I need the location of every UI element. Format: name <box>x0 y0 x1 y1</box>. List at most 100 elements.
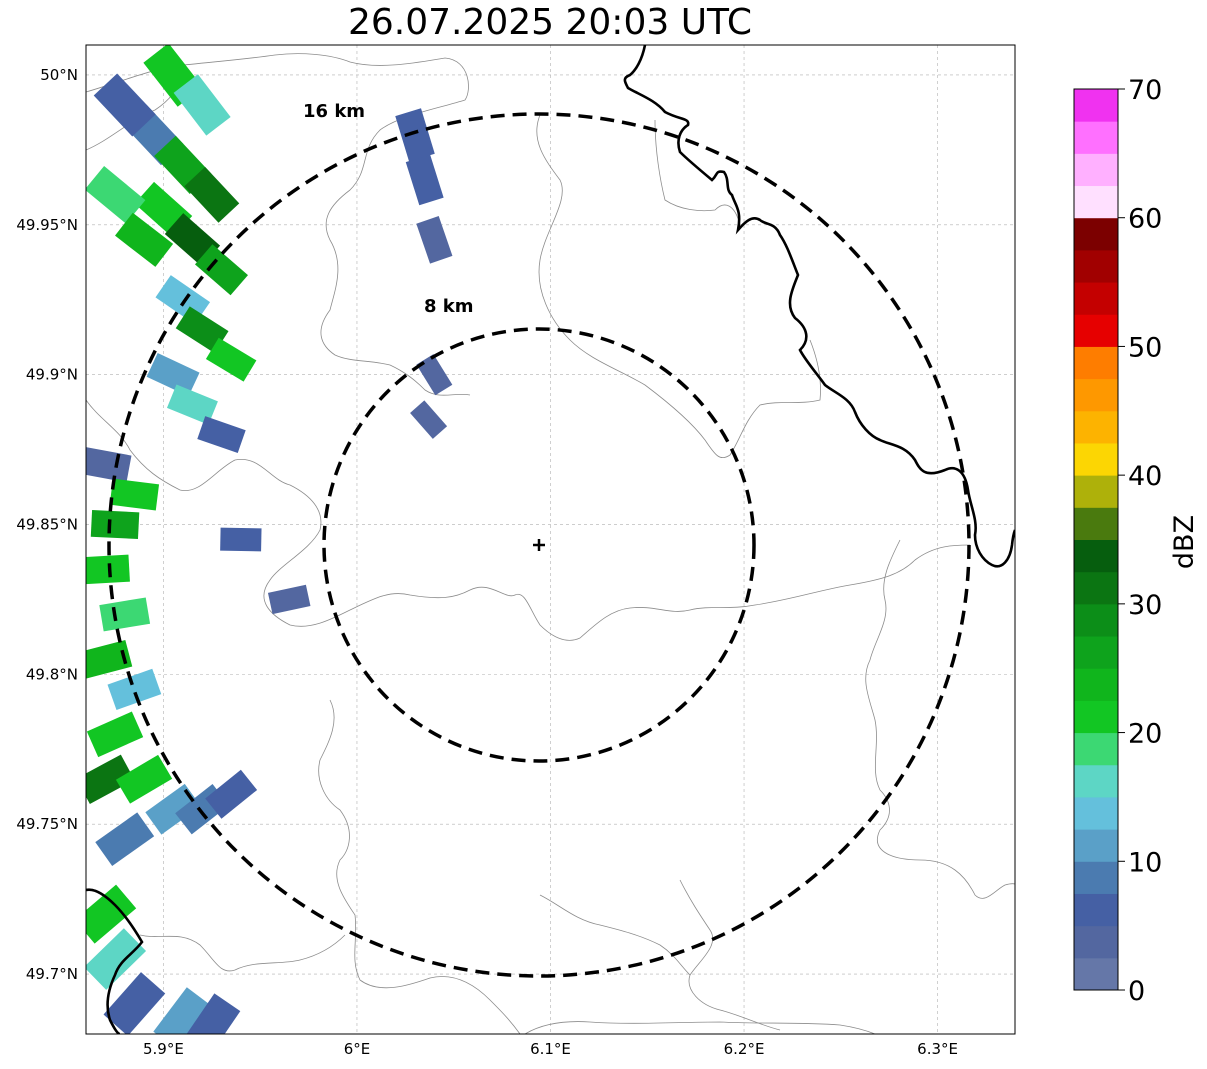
reflectivity-layer <box>86 45 453 1034</box>
colorbar-bin <box>1074 668 1118 701</box>
border-south-west <box>86 888 144 1034</box>
reflectivity-cell <box>205 337 257 382</box>
colorbar-tick-label: 20 <box>1128 719 1162 750</box>
axis-tick-labels: 5.9°E 6°E 6.1°E 6.2°E 6.3°E 50°N 49.95°N 49.9°N… <box>16 66 958 1058</box>
reflectivity-cell <box>416 216 453 264</box>
reflectivity-cell <box>395 108 435 162</box>
colorbar-bin <box>1074 475 1118 508</box>
reflectivity-cell <box>115 754 173 804</box>
gridlines <box>86 45 1015 1034</box>
reflectivity-cell <box>86 554 130 585</box>
reflectivity-cell <box>103 972 166 1034</box>
x-tick-label: 6°E <box>344 1040 371 1058</box>
colorbar-bin <box>1074 732 1118 766</box>
colorbar-bin <box>1074 314 1118 347</box>
reflectivity-cell <box>173 74 231 136</box>
colorbar-bin <box>1074 378 1118 412</box>
x-tick-label: 6.3°E <box>917 1040 958 1058</box>
x-tick-label: 6.1°E <box>530 1040 571 1058</box>
reflectivity-cell <box>95 812 155 866</box>
reflectivity-cell <box>93 73 156 137</box>
reflectivity-cell <box>175 306 229 354</box>
colorbar-bin <box>1074 957 1118 991</box>
colorbar-bin <box>1074 217 1118 251</box>
reflectivity-cell <box>115 212 174 267</box>
colorbar-bin <box>1074 249 1118 283</box>
admin-boundaries <box>86 53 1015 1034</box>
map-title: 26.07.2025 20:03 UTC <box>347 2 753 43</box>
reflectivity-cell <box>220 527 262 552</box>
colorbar-tick-label: 50 <box>1128 332 1162 363</box>
colorbar-tick-label: 10 <box>1128 847 1162 878</box>
reflectivity-cell <box>197 416 246 454</box>
colorbar-frame <box>1073 88 1119 991</box>
colorbar-bin <box>1074 893 1118 927</box>
colorbar-bin <box>1074 603 1118 637</box>
x-tick-label: 6.2°E <box>724 1040 765 1058</box>
reflectivity-cell <box>145 783 201 835</box>
reflectivity-cell <box>86 884 137 944</box>
reflectivity-cell <box>90 509 140 540</box>
reflectivity-cell <box>410 400 448 439</box>
admin-boundary-south <box>139 934 346 972</box>
y-tick-label: 49.8°N <box>26 665 78 683</box>
border-moselle-river <box>623 45 1015 568</box>
reflectivity-cell <box>86 166 146 224</box>
colorbar-bin <box>1074 539 1118 573</box>
colorbar-label: dBZ <box>1169 515 1200 569</box>
range-ring-label-16km: 16 km <box>303 101 365 122</box>
reflectivity-cell <box>86 711 144 758</box>
colorbar-bin <box>1074 153 1118 187</box>
colorbar-bin <box>1074 185 1118 219</box>
reflectivity-cell <box>153 987 213 1034</box>
range-ring-label-8km: 8 km <box>424 296 474 317</box>
admin-boundary-south-west <box>318 699 521 1034</box>
reflectivity-cell <box>146 353 200 397</box>
reflectivity-cell <box>109 478 160 511</box>
reflectivity-cell <box>405 154 444 206</box>
range-rings <box>107 112 971 978</box>
colorbar-bin <box>1074 121 1118 154</box>
admin-boundary-south-3 <box>524 1021 876 1034</box>
reflectivity-cell <box>86 754 135 804</box>
colorbar-bin <box>1074 861 1118 894</box>
colorbar-tick-label: 70 <box>1128 75 1162 106</box>
colorbar-bin <box>1074 925 1118 959</box>
admin-boundary-south-4 <box>539 894 691 976</box>
y-tick-label: 49.95°N <box>16 216 78 234</box>
colorbar-bin <box>1074 282 1118 315</box>
reflectivity-cell <box>86 928 147 990</box>
reflectivity-cell <box>183 993 241 1034</box>
reflectivity-cell <box>184 166 240 223</box>
colorbar-bin <box>1074 829 1118 862</box>
colorbar-bin <box>1074 571 1118 605</box>
national-borders <box>86 45 1015 1034</box>
colorbar-bin <box>1074 89 1118 122</box>
colorbar-tick-label: 0 <box>1128 976 1145 1007</box>
colorbar-bin <box>1074 442 1118 476</box>
reflectivity-cell <box>86 639 133 679</box>
colorbar: 0 10 20 30 40 50 60 70 <box>1073 75 1162 1007</box>
colorbar-tick-label: 40 <box>1128 461 1162 492</box>
admin-boundary-north <box>86 53 471 396</box>
y-tick-label: 49.85°N <box>16 516 78 534</box>
y-tick-label: 49.7°N <box>26 965 78 983</box>
reflectivity-cell <box>99 597 151 632</box>
admin-boundary-south-east <box>865 539 1015 899</box>
colorbar-bin <box>1074 764 1118 798</box>
colorbar-bin <box>1074 700 1118 734</box>
colorbar-bin <box>1074 346 1118 380</box>
colorbar-tick-label: 30 <box>1128 590 1162 621</box>
colorbar-bin <box>1074 796 1118 830</box>
y-tick-label: 49.75°N <box>16 815 78 833</box>
reflectivity-cell <box>107 668 162 710</box>
colorbar-bin <box>1074 410 1118 444</box>
reflectivity-cell <box>416 354 453 396</box>
x-tick-label: 5.9°E <box>143 1040 184 1058</box>
reflectivity-cell <box>166 384 218 425</box>
reflectivity-cell <box>205 769 258 819</box>
range-ring-16km <box>107 112 971 978</box>
reflectivity-cell <box>267 584 311 615</box>
admin-boundary-east <box>654 119 741 226</box>
